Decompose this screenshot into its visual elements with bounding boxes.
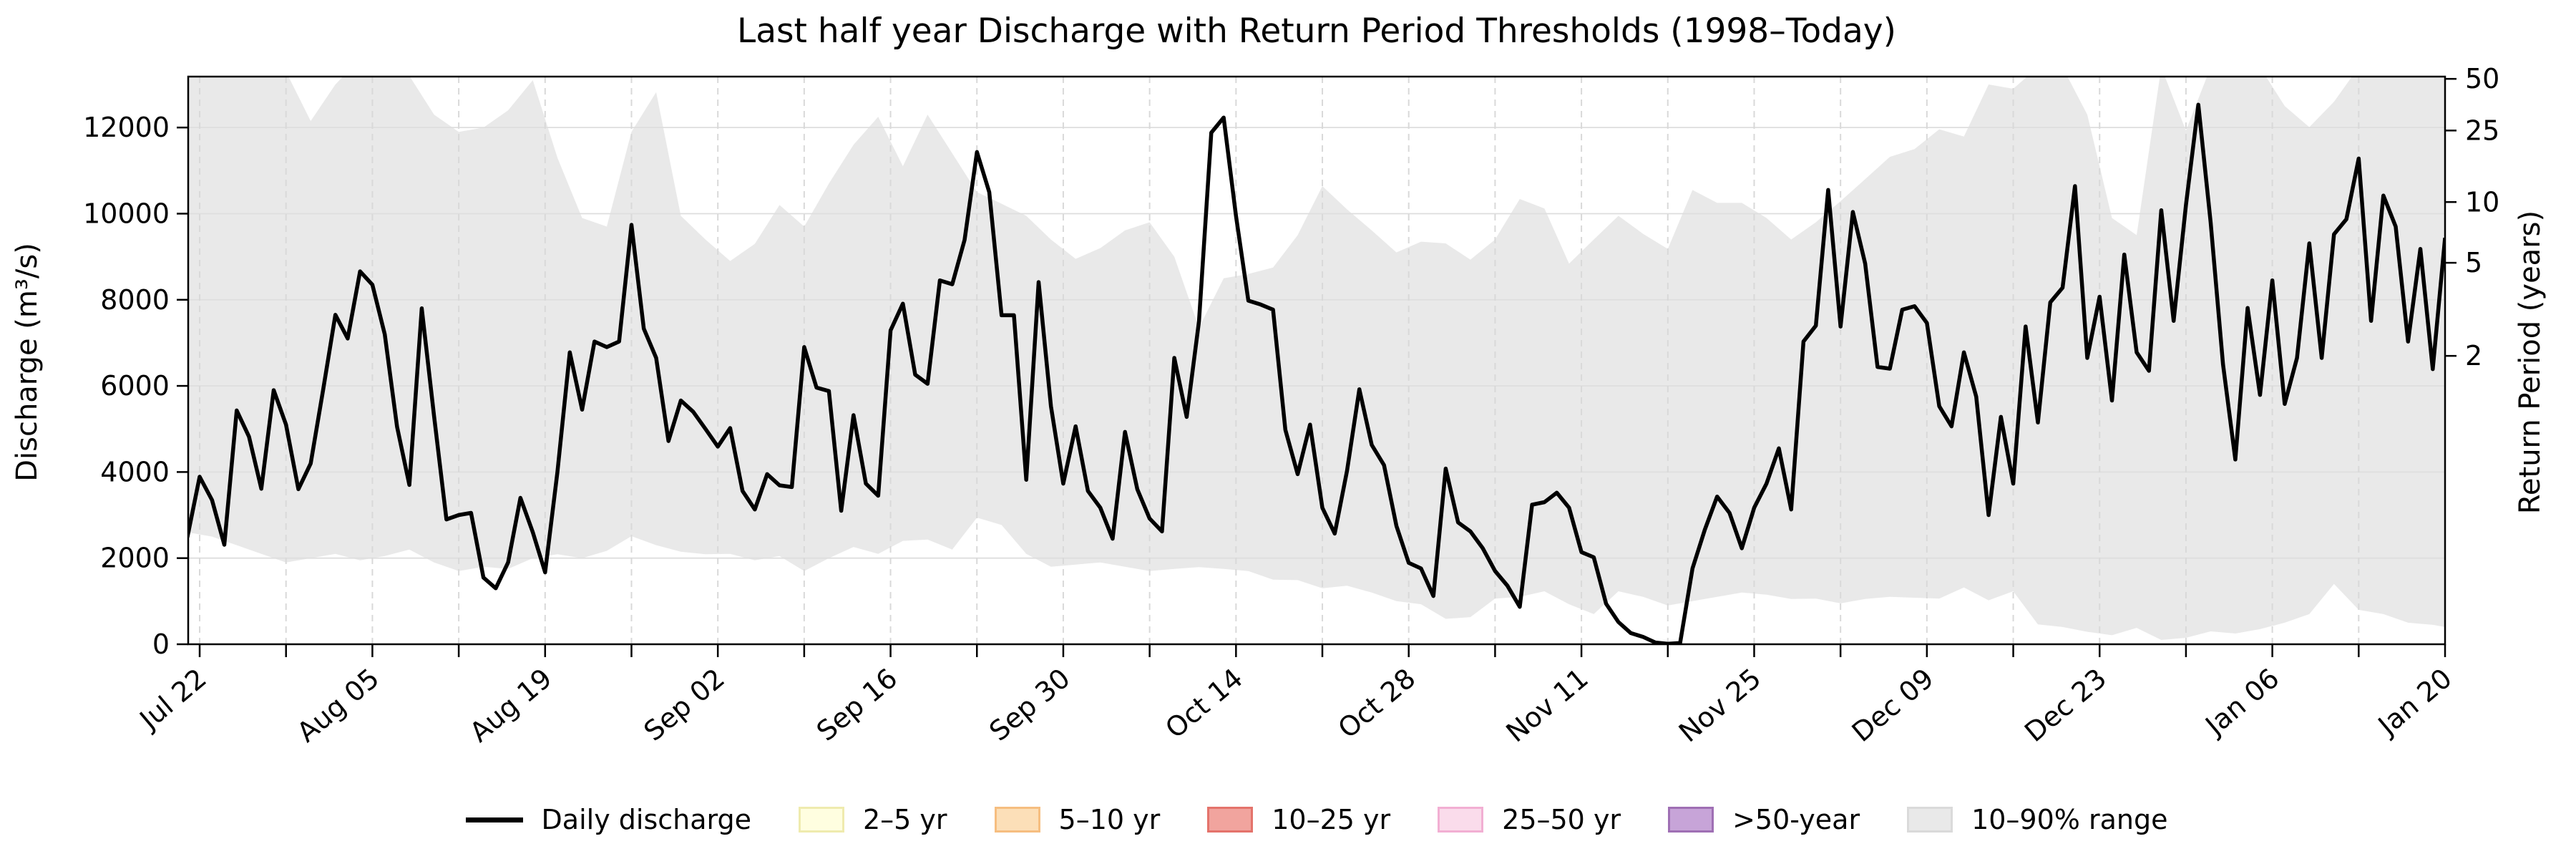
legend-item-2-5yr: 2–5 yr [798, 804, 947, 835]
chart-title: Last half year Discharge with Return Per… [737, 11, 1896, 51]
legend-label: 2–5 yr [862, 804, 947, 835]
2-5yr-patch-swatch [798, 807, 844, 833]
y-right-tick-label: 10 [2465, 186, 2499, 218]
y-left-tick-label: 10000 [83, 198, 170, 229]
y-right-tick-label: 5 [2465, 247, 2482, 278]
legend-item-gt50yr: >50-year [1668, 804, 1860, 835]
legend-item-10-25yr: 10–25 yr [1207, 804, 1390, 835]
legend: Daily discharge 2–5 yr 5–10 yr 10–25 yr … [88, 790, 2545, 850]
x-tick-label: Sep 30 [983, 662, 1075, 747]
x-tick-label: Jan 20 [2371, 662, 2458, 742]
x-tick-label: Aug 05 [291, 662, 385, 748]
y-axis-label-right: Return Period (years) [2514, 210, 2547, 515]
daily-discharge-line [188, 102, 2445, 644]
y-left-tick-label: 12000 [83, 112, 170, 143]
x-tick-label: Dec 09 [1846, 662, 1940, 748]
y-axis-label-left: Discharge (m³/s) [11, 243, 44, 482]
x-tick-label: Aug 19 [464, 662, 557, 748]
y-left-tick-label: 4000 [100, 456, 170, 487]
legend-label: 25–50 yr [1502, 804, 1621, 835]
legend-item-5-10yr: 5–10 yr [994, 804, 1161, 835]
legend-item-25-50yr: 25–50 yr [1438, 804, 1621, 835]
legend-label: 10–25 yr [1272, 804, 1391, 835]
x-tick-label: Nov 25 [1673, 662, 1767, 748]
x-tick-label: Sep 16 [811, 662, 903, 747]
y-left-tick-label: 6000 [100, 370, 170, 402]
gt50yr-patch-swatch [1668, 807, 1714, 833]
5-10yr-patch-swatch [994, 807, 1040, 833]
y-left-tick-label: 8000 [100, 284, 170, 316]
y-right-tick-label: 2 [2465, 340, 2482, 372]
legend-label: 5–10 yr [1058, 804, 1161, 835]
legend-label: 10–90% range [1971, 804, 2168, 835]
x-tick-label: Nov 11 [1500, 662, 1594, 748]
x-tick-label: Jan 06 [2198, 662, 2285, 742]
legend-item-10-90-range: 10–90% range [1907, 804, 2167, 835]
x-tick-label: Jul 22 [133, 662, 213, 736]
plot-border [187, 75, 2446, 646]
x-tick-label: Oct 14 [1159, 662, 1249, 744]
x-tick-label: Dec 23 [2019, 662, 2112, 748]
legend-label: Daily discharge [541, 804, 751, 835]
y-left-tick-label: 0 [152, 629, 170, 660]
25-50yr-patch-swatch [1438, 807, 1484, 833]
x-tick-label: Oct 28 [1332, 662, 1422, 744]
percentile-band-10-90 [188, 77, 2445, 640]
10-90-range-patch-swatch [1907, 807, 1953, 833]
10-25yr-patch-swatch [1207, 807, 1254, 833]
y-right-tick-label: 50 [2465, 63, 2499, 94]
daily-discharge-line-swatch [465, 817, 523, 822]
legend-item-daily-discharge: Daily discharge [465, 804, 751, 835]
y-left-tick-label: 2000 [100, 543, 170, 574]
x-tick-label: Sep 02 [638, 662, 731, 747]
y-right-tick-label: 25 [2465, 115, 2499, 146]
legend-label: >50-year [1732, 804, 1860, 835]
